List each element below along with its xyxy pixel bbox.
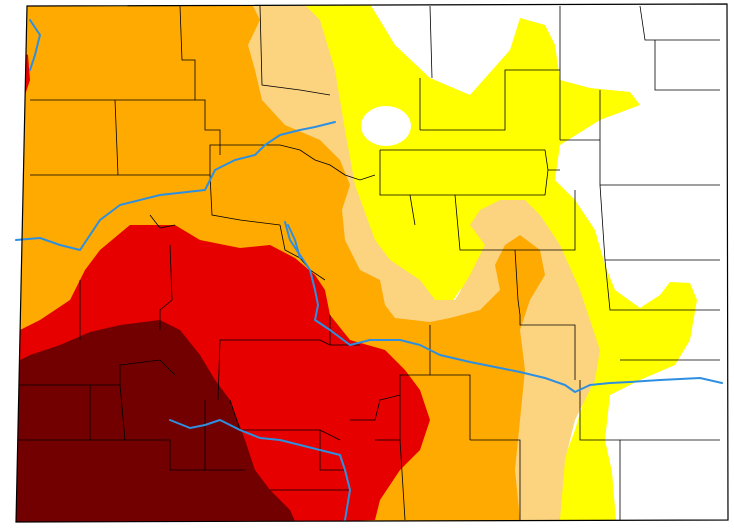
river-east <box>287 224 301 259</box>
rivers <box>15 19 723 521</box>
river-north <box>29 19 41 71</box>
river-colorado <box>284 221 723 393</box>
d4-exceptional-drought-area <box>16 320 300 522</box>
river-yampa <box>15 121 336 251</box>
state-outline <box>15 3 729 523</box>
urban-area-patch <box>361 106 411 146</box>
river-south <box>169 419 351 521</box>
